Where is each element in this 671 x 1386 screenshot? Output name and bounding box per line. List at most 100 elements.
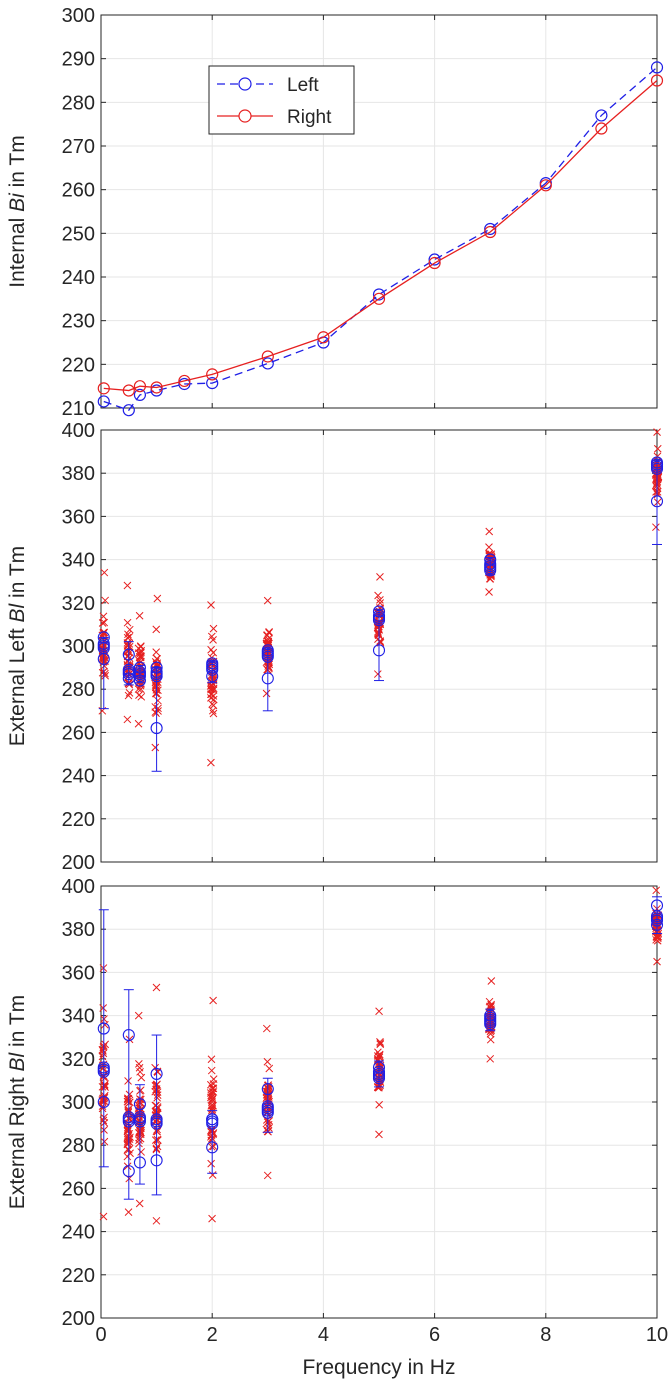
data-marker-x xyxy=(125,689,134,697)
data-marker-x xyxy=(151,743,160,752)
mean-marker xyxy=(150,722,163,735)
data-marker-x xyxy=(376,1037,384,1046)
data-marker-x xyxy=(124,691,133,700)
data-marker-x xyxy=(99,628,108,637)
data-marker-x xyxy=(153,594,162,603)
data-marker-x xyxy=(485,527,494,536)
y-tick-label: 300 xyxy=(62,5,95,27)
mean-marker xyxy=(261,672,274,685)
data-marker-x xyxy=(374,591,382,600)
data-point-left xyxy=(150,384,163,397)
y-tick-label: 240 xyxy=(62,267,95,289)
data-point-left xyxy=(178,377,191,391)
data-point-right xyxy=(150,381,163,394)
data-marker-x xyxy=(652,487,660,496)
data-point-right xyxy=(97,382,110,395)
data-point-right xyxy=(372,292,386,305)
data-marker-x xyxy=(652,933,661,941)
data-marker-x xyxy=(376,573,384,581)
cluster xyxy=(97,909,110,1221)
data-marker-x xyxy=(151,703,160,711)
cluster xyxy=(206,996,219,1223)
data-marker-x xyxy=(373,670,382,678)
data-point-left xyxy=(133,388,147,401)
data-marker-x xyxy=(123,618,132,627)
mean-marker xyxy=(206,1141,219,1154)
data-marker-x xyxy=(136,643,145,651)
data-marker-x xyxy=(136,1134,145,1143)
y-tick-label: 210 xyxy=(62,398,95,420)
mean-marker xyxy=(261,1082,274,1096)
data-marker-x xyxy=(207,1102,216,1110)
x-tick-label: 8 xyxy=(540,1324,551,1346)
data-marker-x xyxy=(653,498,662,507)
x-tick-label: 10 xyxy=(646,1324,668,1346)
data-marker-x xyxy=(209,1080,218,1088)
x-tick-label: 4 xyxy=(318,1324,329,1346)
mean-marker xyxy=(97,637,110,650)
data-marker-x xyxy=(151,1136,160,1144)
mean-marker xyxy=(261,644,274,657)
y-tick-label: 280 xyxy=(62,92,95,114)
y-tick-label: 400 xyxy=(62,420,95,442)
data-marker-x xyxy=(652,523,660,532)
data-point-left xyxy=(484,222,497,236)
cluster xyxy=(650,886,664,966)
mean-marker xyxy=(150,665,163,678)
data-point-right xyxy=(317,331,330,344)
data-marker-x xyxy=(153,1142,162,1151)
legend-box xyxy=(208,65,355,135)
data-marker-x xyxy=(653,444,662,453)
y-tick-label: 220 xyxy=(62,354,95,376)
data-point-right xyxy=(178,374,191,388)
mean-marker xyxy=(650,495,664,508)
data-marker-x xyxy=(262,689,271,698)
y-tick-label: 260 xyxy=(62,722,95,744)
data-marker-x xyxy=(153,1091,162,1100)
y-tick-label: 280 xyxy=(62,1135,95,1157)
cluster xyxy=(261,596,274,712)
data-marker-x xyxy=(98,1102,107,1111)
data-marker-x xyxy=(263,596,272,605)
data-marker-x xyxy=(151,1087,160,1096)
cluster xyxy=(484,527,497,596)
data-point-left xyxy=(650,61,664,74)
data-point-left xyxy=(261,357,274,370)
y-tick-label: 360 xyxy=(62,962,95,984)
mean-marker xyxy=(97,1022,110,1035)
x-axis-label: Frequency in Hz xyxy=(303,1356,456,1379)
data-marker-x xyxy=(101,1083,110,1091)
legend-label-left: Left xyxy=(287,75,319,96)
data-marker-x xyxy=(376,638,385,646)
data-marker-x xyxy=(125,1035,134,1044)
data-marker-x xyxy=(653,452,662,461)
data-marker-x xyxy=(485,549,494,558)
y-tick-label: 290 xyxy=(62,49,95,71)
y-tick-label: 300 xyxy=(62,636,95,658)
mean-marker xyxy=(650,899,664,912)
data-marker-x xyxy=(207,1131,216,1140)
data-marker-x xyxy=(136,1067,144,1076)
data-marker-x xyxy=(487,977,496,985)
data-marker-x xyxy=(152,625,161,634)
data-marker-x xyxy=(207,1055,216,1064)
cluster xyxy=(372,573,386,682)
mean-marker xyxy=(133,661,146,674)
data-marker-x xyxy=(99,1004,108,1012)
data-marker-x xyxy=(100,618,109,627)
data-marker-x xyxy=(207,1066,216,1075)
data-marker-x xyxy=(375,1130,383,1139)
data-marker-x xyxy=(376,1039,385,1047)
cluster xyxy=(133,1011,146,1208)
y-tick-label: 240 xyxy=(62,1222,95,1244)
data-marker-x xyxy=(153,1135,162,1144)
mean-marker xyxy=(150,1067,163,1080)
y-axis-label-suffix: in Tm xyxy=(6,995,29,1053)
y-axis-label: Internal Bi in Tm xyxy=(6,135,29,288)
mean-marker xyxy=(206,657,219,670)
data-marker-x xyxy=(152,654,161,663)
data-marker-x xyxy=(208,700,217,708)
mean-marker xyxy=(150,1154,163,1167)
x-tick-label: 0 xyxy=(95,1324,106,1346)
y-axis-label-prefix: External Right xyxy=(6,1071,29,1209)
